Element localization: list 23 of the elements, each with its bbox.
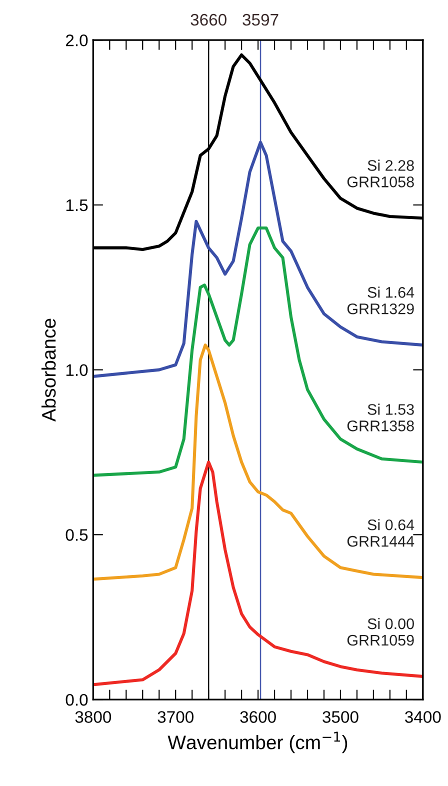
ref-line-label: 3660	[190, 14, 226, 26]
x-tick-label: 3800	[75, 711, 112, 723]
annotation: Si 0.64 GRR1444	[347, 519, 414, 547]
annotation: Si 2.28 GRR1058	[347, 160, 414, 188]
annotation: Si 0.00 GRR1059	[347, 618, 414, 646]
x-tick-label: 3700	[158, 711, 194, 723]
line-series	[93, 140, 423, 378]
y-axis-title: Absorbance	[41, 318, 56, 422]
y-tick-label: 1.0	[66, 364, 88, 376]
line-series	[93, 344, 423, 581]
y-tick-label: 2.0	[66, 34, 88, 46]
line-series	[93, 460, 423, 686]
y-tick-label: 0.5	[66, 529, 88, 541]
y-tick-label: 1.5	[66, 200, 88, 212]
line-series	[93, 226, 423, 477]
ref-line-label: 3597	[242, 14, 278, 26]
annotation: Si 1.64 GRR1329	[347, 286, 414, 314]
x-tick-label: 3500	[322, 711, 358, 723]
x-tick-label: 3600	[240, 711, 276, 723]
x-axis-title: Wavenumber (cm$^{−1}$)	[168, 732, 348, 754]
x-tick-label: 3400	[405, 711, 441, 723]
annotation: Si 1.53 GRR1358	[347, 404, 414, 432]
y-tick-label: 0.0	[66, 694, 88, 706]
